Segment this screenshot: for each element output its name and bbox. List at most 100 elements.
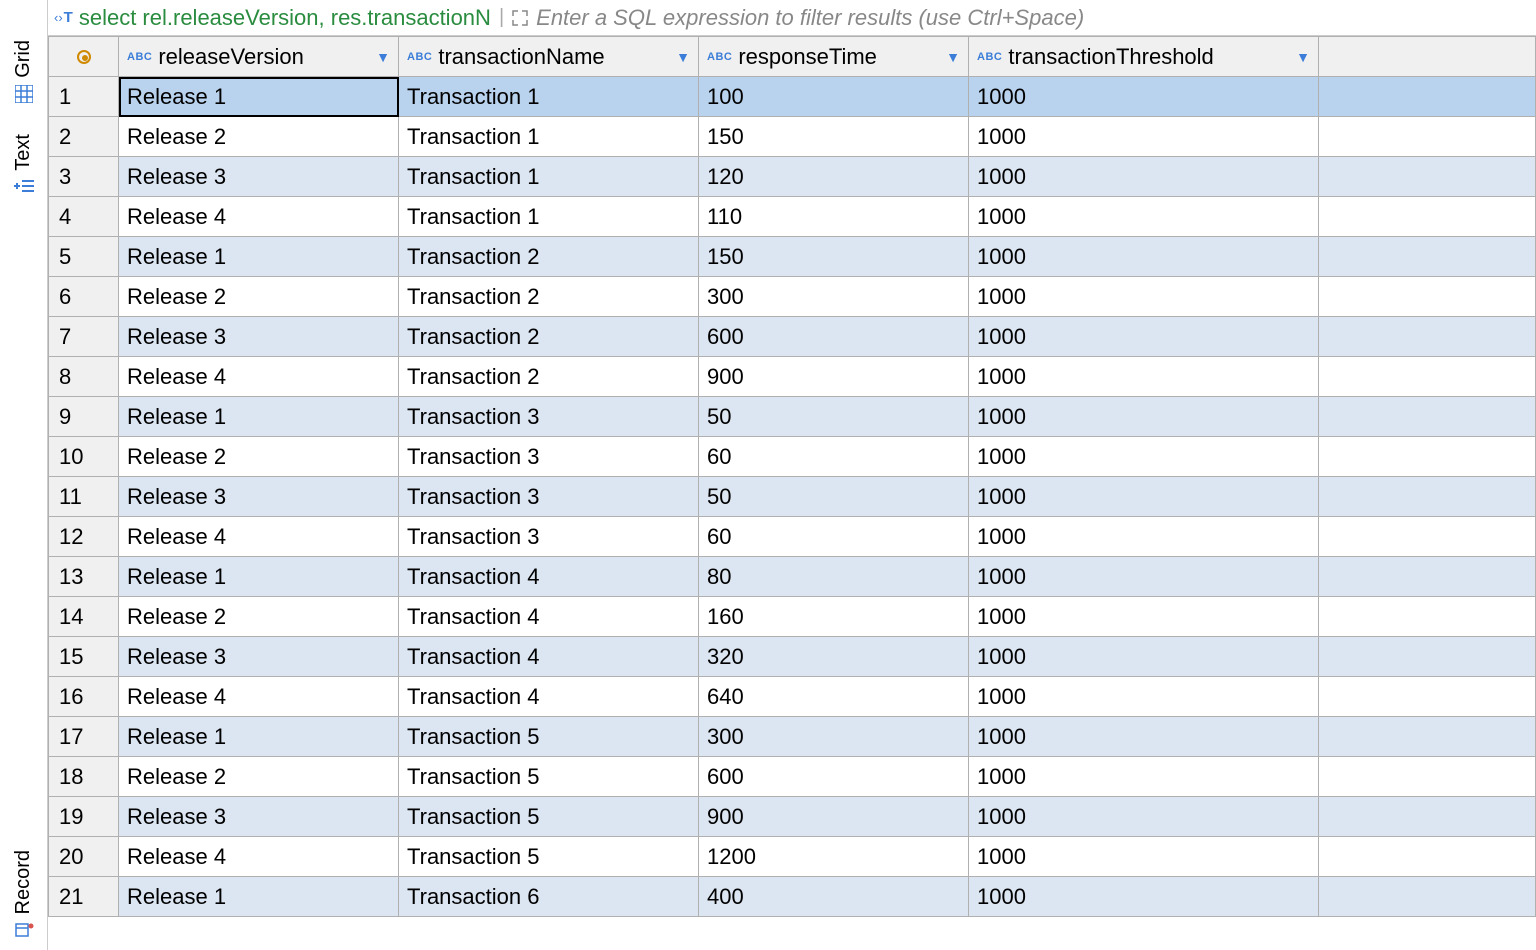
row-number-cell[interactable]: 1 xyxy=(49,77,119,117)
data-cell[interactable]: Transaction 2 xyxy=(399,237,699,277)
row-number-cell[interactable]: 9 xyxy=(49,397,119,437)
table-row[interactable]: 6Release 2Transaction 23001000 xyxy=(49,277,1536,317)
data-cell[interactable]: Release 3 xyxy=(119,637,399,677)
row-number-cell[interactable]: 5 xyxy=(49,237,119,277)
row-number-cell[interactable]: 18 xyxy=(49,757,119,797)
data-cell[interactable]: Transaction 1 xyxy=(399,157,699,197)
row-number-cell[interactable]: 17 xyxy=(49,717,119,757)
table-row[interactable]: 1Release 1Transaction 11001000 xyxy=(49,77,1536,117)
data-cell[interactable]: Release 2 xyxy=(119,597,399,637)
row-number-cell[interactable]: 21 xyxy=(49,877,119,917)
row-number-cell[interactable]: 15 xyxy=(49,637,119,677)
data-cell[interactable]: Transaction 6 xyxy=(399,877,699,917)
data-cell[interactable]: Release 1 xyxy=(119,877,399,917)
data-cell[interactable]: 900 xyxy=(699,357,969,397)
data-cell[interactable]: 1000 xyxy=(969,637,1319,677)
data-cell[interactable]: Transaction 3 xyxy=(399,437,699,477)
chevron-down-icon[interactable]: ▼ xyxy=(1296,49,1310,65)
data-cell[interactable]: Release 1 xyxy=(119,77,399,117)
data-cell[interactable]: 160 xyxy=(699,597,969,637)
data-cell[interactable]: 600 xyxy=(699,757,969,797)
data-cell[interactable]: 1000 xyxy=(969,117,1319,157)
data-cell[interactable]: 1000 xyxy=(969,437,1319,477)
row-number-cell[interactable]: 7 xyxy=(49,317,119,357)
data-cell[interactable]: 1200 xyxy=(699,837,969,877)
data-cell[interactable]: 320 xyxy=(699,637,969,677)
row-number-cell[interactable]: 10 xyxy=(49,437,119,477)
chevron-down-icon[interactable]: ▼ xyxy=(676,49,690,65)
row-number-cell[interactable]: 19 xyxy=(49,797,119,837)
data-cell[interactable]: Transaction 1 xyxy=(399,197,699,237)
data-cell[interactable]: 1000 xyxy=(969,557,1319,597)
row-number-cell[interactable]: 6 xyxy=(49,277,119,317)
data-cell[interactable]: 1000 xyxy=(969,397,1319,437)
table-row[interactable]: 13Release 1Transaction 4801000 xyxy=(49,557,1536,597)
data-cell[interactable]: 1000 xyxy=(969,357,1319,397)
data-cell[interactable]: Release 4 xyxy=(119,197,399,237)
data-cell[interactable]: 1000 xyxy=(969,837,1319,877)
column-header-transactionThreshold[interactable]: ABC transactionThreshold ▼ xyxy=(969,37,1319,77)
data-cell[interactable]: Transaction 5 xyxy=(399,797,699,837)
data-cell[interactable]: 50 xyxy=(699,397,969,437)
data-cell[interactable]: Transaction 4 xyxy=(399,677,699,717)
table-row[interactable]: 16Release 4Transaction 46401000 xyxy=(49,677,1536,717)
data-cell[interactable]: Transaction 3 xyxy=(399,477,699,517)
data-cell[interactable]: Release 2 xyxy=(119,117,399,157)
table-row[interactable]: 3Release 3Transaction 11201000 xyxy=(49,157,1536,197)
data-cell[interactable]: 60 xyxy=(699,517,969,557)
data-cell[interactable]: Release 3 xyxy=(119,157,399,197)
data-cell[interactable]: 640 xyxy=(699,677,969,717)
data-cell[interactable]: Release 4 xyxy=(119,837,399,877)
data-cell[interactable]: Release 1 xyxy=(119,397,399,437)
data-cell[interactable]: 1000 xyxy=(969,517,1319,557)
chevron-down-icon[interactable]: ▼ xyxy=(946,49,960,65)
data-cell[interactable]: Release 2 xyxy=(119,757,399,797)
data-cell[interactable]: Release 3 xyxy=(119,797,399,837)
data-cell[interactable]: Release 3 xyxy=(119,317,399,357)
data-cell[interactable]: 60 xyxy=(699,437,969,477)
table-row[interactable]: 11Release 3Transaction 3501000 xyxy=(49,477,1536,517)
sql-preview-text[interactable]: select rel.releaseVersion, res.transacti… xyxy=(79,5,491,31)
table-row[interactable]: 21Release 1Transaction 64001000 xyxy=(49,877,1536,917)
chevron-down-icon[interactable]: ▼ xyxy=(376,49,390,65)
table-row[interactable]: 20Release 4Transaction 512001000 xyxy=(49,837,1536,877)
data-cell[interactable]: Transaction 5 xyxy=(399,717,699,757)
data-cell[interactable]: 1000 xyxy=(969,677,1319,717)
row-number-cell[interactable]: 8 xyxy=(49,357,119,397)
table-row[interactable]: 18Release 2Transaction 56001000 xyxy=(49,757,1536,797)
data-cell[interactable]: 1000 xyxy=(969,717,1319,757)
results-table-wrap[interactable]: ABC releaseVersion ▼ ABC transactionName… xyxy=(48,36,1536,950)
table-row[interactable]: 19Release 3Transaction 59001000 xyxy=(49,797,1536,837)
row-number-cell[interactable]: 14 xyxy=(49,597,119,637)
table-row[interactable]: 17Release 1Transaction 53001000 xyxy=(49,717,1536,757)
data-cell[interactable]: 1000 xyxy=(969,317,1319,357)
data-cell[interactable]: Transaction 5 xyxy=(399,837,699,877)
data-cell[interactable]: 300 xyxy=(699,277,969,317)
data-cell[interactable]: 1000 xyxy=(969,477,1319,517)
table-row[interactable]: 5Release 1Transaction 21501000 xyxy=(49,237,1536,277)
column-header-transactionName[interactable]: ABC transactionName ▼ xyxy=(399,37,699,77)
table-row[interactable]: 4Release 4Transaction 11101000 xyxy=(49,197,1536,237)
table-row[interactable]: 10Release 2Transaction 3601000 xyxy=(49,437,1536,477)
table-row[interactable]: 8Release 4Transaction 29001000 xyxy=(49,357,1536,397)
data-cell[interactable]: Transaction 3 xyxy=(399,397,699,437)
table-row[interactable]: 14Release 2Transaction 41601000 xyxy=(49,597,1536,637)
row-number-cell[interactable]: 13 xyxy=(49,557,119,597)
data-cell[interactable]: Transaction 1 xyxy=(399,117,699,157)
data-cell[interactable]: 300 xyxy=(699,717,969,757)
table-row[interactable]: 12Release 4Transaction 3601000 xyxy=(49,517,1536,557)
data-cell[interactable]: Release 4 xyxy=(119,357,399,397)
data-cell[interactable]: 600 xyxy=(699,317,969,357)
table-row[interactable]: 7Release 3Transaction 26001000 xyxy=(49,317,1536,357)
column-header-releaseVersion[interactable]: ABC releaseVersion ▼ xyxy=(119,37,399,77)
data-cell[interactable]: 1000 xyxy=(969,277,1319,317)
row-selector-corner[interactable] xyxy=(49,37,119,77)
data-cell[interactable]: Transaction 4 xyxy=(399,557,699,597)
data-cell[interactable]: Release 1 xyxy=(119,237,399,277)
data-cell[interactable]: Transaction 2 xyxy=(399,277,699,317)
data-cell[interactable]: 1000 xyxy=(969,597,1319,637)
data-cell[interactable]: 50 xyxy=(699,477,969,517)
data-cell[interactable]: 1000 xyxy=(969,757,1319,797)
rail-tab-grid[interactable]: Grid xyxy=(12,40,35,104)
data-cell[interactable]: Release 4 xyxy=(119,677,399,717)
